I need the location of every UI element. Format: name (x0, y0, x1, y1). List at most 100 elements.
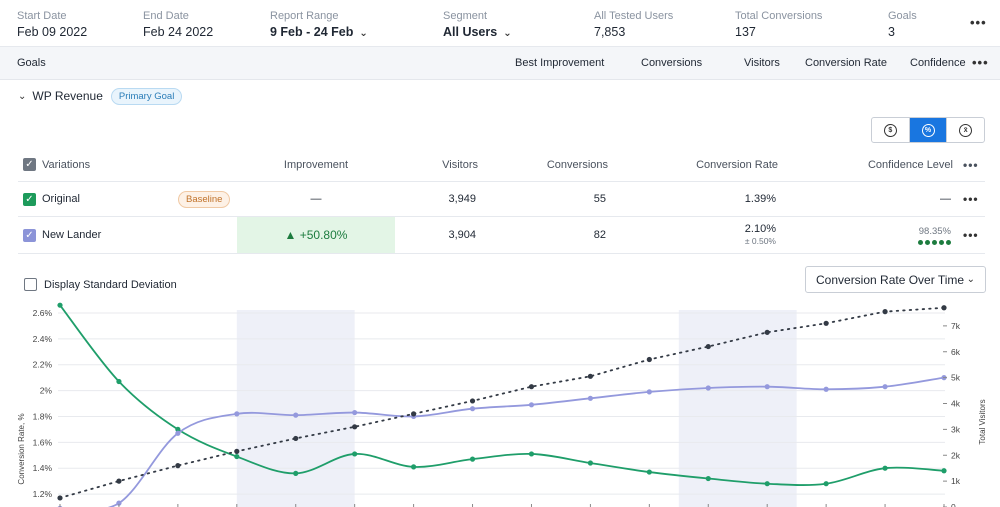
total-visitors-point (411, 411, 417, 417)
col-visitors[interactable]: Visitors (744, 57, 780, 69)
new-lander-point (352, 409, 358, 416)
total-visitors-point (528, 384, 535, 390)
new-lander-point (646, 389, 652, 395)
table-row-new-lander: ✓ New Lander ▲ +50.80% 3,904 82 2.10% ± … (18, 217, 985, 254)
weekend-shade (678, 310, 797, 507)
goal-name: WP Revenue (32, 89, 103, 103)
chevron-down-icon: ⌄ (966, 274, 975, 285)
goals-header: Goals Best Improvement Conversions Visit… (0, 47, 1000, 80)
total-visitors-point (116, 478, 122, 484)
table-row-original: ✓ Original Baseline — 3,949 55 1.39% — •… (18, 182, 985, 217)
y-tick-label: 1.2% (33, 489, 53, 499)
new-lander-visitors: 3,904 (448, 229, 476, 241)
original-confidence: — (940, 193, 951, 205)
goals-more-button[interactable]: ••• (972, 55, 989, 70)
toggle-dollar-button[interactable]: $ (872, 118, 910, 142)
chart-type-value: Conversion Rate Over Time (816, 272, 965, 287)
total-conversions: Total Conversions 137 (735, 10, 822, 40)
new-lander-confidence: 98.35% (838, 217, 951, 253)
total-visitors-point (646, 356, 652, 363)
std-dev-toggle[interactable]: Display Standard Deviation (24, 278, 177, 291)
weekend-shade (236, 310, 355, 507)
report-range-value-wrap: 9 Feb - 24 Feb ⌄ (270, 24, 368, 42)
report-range-selector[interactable]: Report Range 9 Feb - 24 Feb ⌄ (270, 10, 368, 42)
report-range-label: Report Range (270, 10, 339, 22)
select-all-checkbox[interactable]: ✓ (23, 158, 36, 171)
segment-label: Segment (443, 10, 488, 22)
new-lander-checkbox[interactable]: ✓ (23, 228, 36, 242)
confidence-dot (946, 239, 951, 245)
original-improvement: — (310, 193, 322, 205)
start-date-value: Feb 09 2022 (17, 25, 88, 39)
new-lander-point (705, 385, 711, 391)
header-variations-label: Variations (42, 158, 91, 171)
total-visitors-point (705, 343, 711, 350)
original-point (234, 453, 240, 460)
tested-users-value: 7,853 (594, 25, 626, 39)
dollar-icon: $ (883, 123, 897, 137)
toggle-average-button[interactable]: x̄ (947, 118, 984, 142)
new-lander-point (528, 402, 535, 408)
chevron-down-icon[interactable]: ⌄ (18, 90, 27, 102)
goals-count-label: Goals (888, 10, 917, 22)
goal-header[interactable]: ⌄ WP Revenue Primary Goal (18, 87, 183, 105)
header-visitors: Visitors (442, 158, 478, 171)
variations-table: ✓ Variations Improvement Visitors Conver… (18, 148, 985, 254)
y2-axis-title: Total Visitors (978, 399, 987, 444)
chevron-down-icon: ⌄ (359, 28, 368, 39)
new-lander-line (107, 376, 945, 507)
segment-value: All Users (443, 25, 498, 39)
header-improvement: Improvement (283, 158, 349, 171)
header-more-button[interactable]: ••• (963, 157, 979, 172)
total-visitors-point (882, 309, 888, 315)
variation-original: ✓ Original (23, 182, 80, 216)
original-point (352, 451, 358, 457)
summary-more-button[interactable]: ••• (970, 15, 987, 30)
y2-tick-label: 2k (951, 450, 961, 460)
segment-selector[interactable]: Segment All Users ⌄ (443, 10, 512, 42)
col-confidence[interactable]: Confidence (910, 57, 966, 69)
confidence-level-dots (918, 239, 951, 245)
new-lander-point (587, 395, 594, 401)
original-more-button[interactable]: ••• (963, 192, 979, 206)
new-lander-point (882, 384, 888, 390)
confidence-dot (918, 239, 923, 245)
new-lander-point (823, 386, 829, 392)
original-point (528, 451, 535, 457)
start-date-label: Start Date (17, 10, 67, 22)
goals-count: Goals 3 (888, 10, 917, 40)
tested-users: All Tested Users 7,853 (594, 10, 673, 40)
col-conversions[interactable]: Conversions (641, 57, 703, 69)
original-checkbox[interactable]: ✓ (23, 192, 36, 206)
variation-name: Original (42, 193, 80, 205)
col-conversion-rate[interactable]: Conversion Rate (805, 57, 887, 69)
original-point (587, 460, 594, 466)
end-date: End Date Feb 24 2022 (143, 10, 213, 40)
header-conversion-rate: Conversion Rate (696, 158, 778, 171)
original-point (175, 426, 181, 432)
original-conversion-rate: 1.39% (744, 193, 776, 205)
std-dev-checkbox[interactable] (24, 278, 37, 291)
header-conversions: Conversions (546, 158, 608, 171)
original-point (823, 481, 829, 487)
confidence-dot (932, 239, 937, 245)
report-range-value: 9 Feb - 24 Feb (270, 25, 354, 39)
total-visitors-point (293, 435, 299, 442)
total-visitors-point (57, 495, 63, 501)
toggle-percent-button[interactable]: % (909, 118, 948, 142)
total-visitors-point (587, 373, 594, 379)
col-best-improvement[interactable]: Best Improvement (515, 57, 605, 69)
chevron-down-icon: ⌄ (503, 28, 512, 39)
new-lander-point (293, 412, 299, 418)
original-point (705, 475, 711, 482)
start-date: Start Date Feb 09 2022 (17, 10, 87, 40)
chart-type-select[interactable]: Conversion Rate Over Time ⌄ (805, 266, 986, 293)
y2-tick-label: 3k (951, 424, 961, 434)
new-lander-more-button[interactable]: ••• (963, 228, 979, 242)
original-point (469, 456, 476, 462)
total-visitors-point (941, 305, 947, 311)
new-lander-confidence-value: 98.35% (918, 225, 951, 237)
y2-tick-label: 7k (951, 321, 961, 331)
y2-tick-label: 1k (951, 476, 961, 486)
original-point (941, 468, 947, 474)
